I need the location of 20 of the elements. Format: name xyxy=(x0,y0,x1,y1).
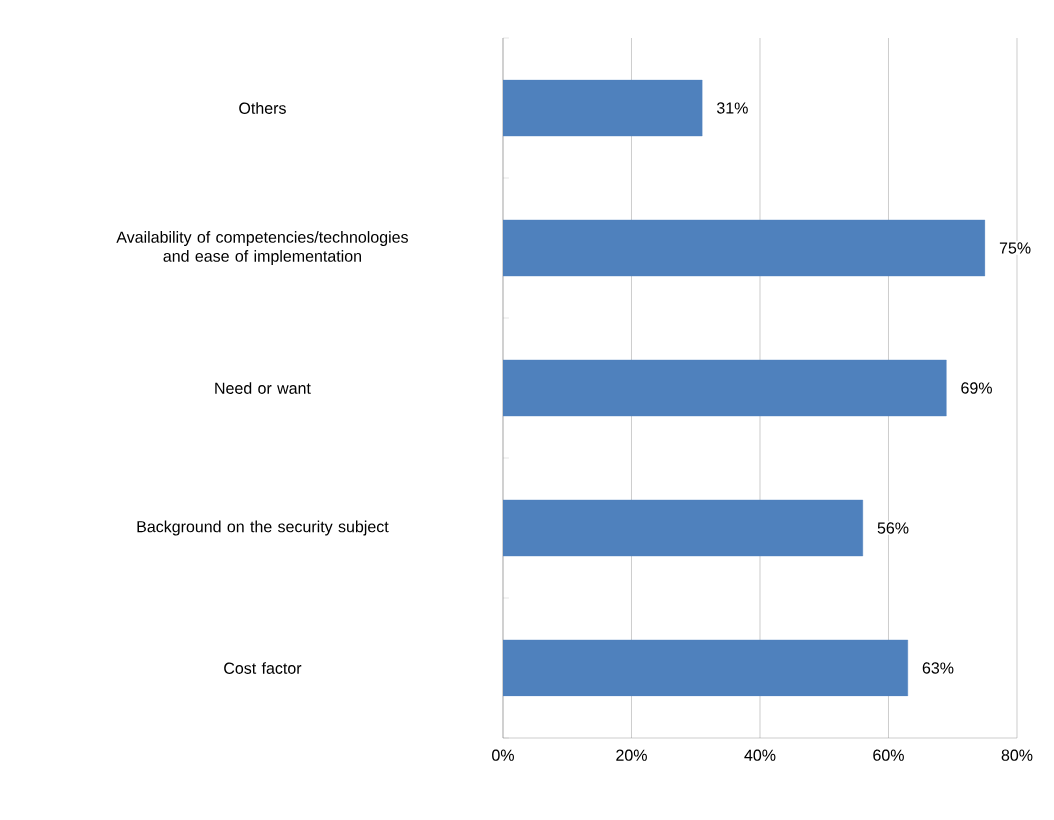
data-label: 63% xyxy=(922,662,954,674)
bar xyxy=(502,219,986,277)
data-label: 56% xyxy=(877,522,909,534)
data-label: 69% xyxy=(961,382,992,394)
x-tick-label: 40% xyxy=(744,749,776,761)
y-tick-label: Others xyxy=(239,102,286,114)
x-tick-label: 60% xyxy=(873,749,904,761)
y-tick-label: Cost factor xyxy=(224,662,302,674)
x-tick-label: 0% xyxy=(492,749,514,761)
x-tick-label: 20% xyxy=(616,749,647,761)
y-tick-label: Availability of competencies/technologies and ease of implementation xyxy=(116,231,408,265)
x-tick-label: 80% xyxy=(1001,749,1033,761)
data-label: 75% xyxy=(999,242,1031,254)
bar xyxy=(502,639,908,697)
bar xyxy=(502,499,863,557)
y-tick-label: Need or want xyxy=(215,382,311,394)
bar xyxy=(502,79,703,137)
data-label: 31% xyxy=(716,102,748,114)
bar xyxy=(502,359,947,417)
y-tick-label: Background on the security subject xyxy=(137,520,389,536)
